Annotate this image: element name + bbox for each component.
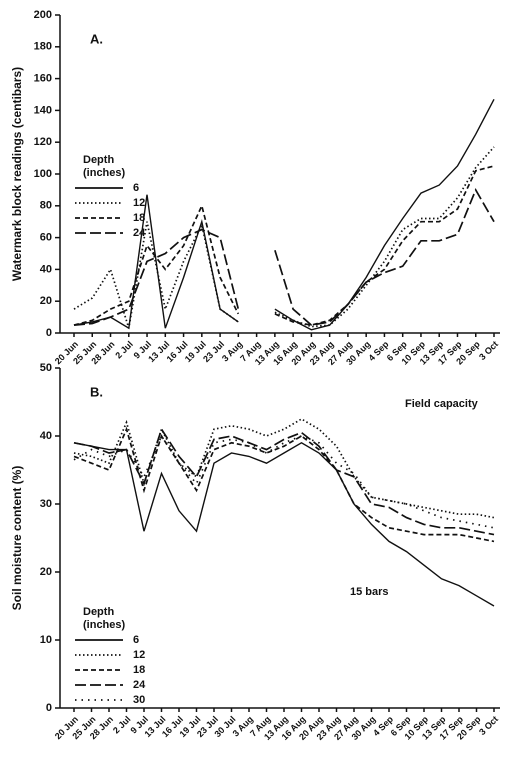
legend-label: 6 bbox=[133, 634, 139, 646]
line-series bbox=[73, 441, 495, 607]
y-tick-label: 120 bbox=[34, 136, 52, 148]
legend-title: Depth bbox=[83, 154, 114, 166]
line-series bbox=[73, 165, 495, 326]
y-tick-label: 10 bbox=[40, 634, 52, 646]
line-series bbox=[73, 427, 495, 536]
line-series bbox=[73, 426, 495, 543]
line-series bbox=[73, 434, 495, 529]
y-tick-label: 20 bbox=[40, 295, 52, 307]
legend-title: (inches) bbox=[83, 619, 126, 631]
line-series bbox=[73, 98, 495, 331]
annotation: Field capacity bbox=[405, 398, 479, 410]
panel-label: B. bbox=[90, 384, 103, 399]
y-tick-label: 80 bbox=[40, 200, 52, 212]
legend-label: 12 bbox=[133, 649, 145, 661]
line-series bbox=[73, 187, 495, 327]
y-tick-label: 180 bbox=[34, 41, 52, 53]
y-tick-label: 30 bbox=[40, 498, 52, 510]
y-tick-label: 200 bbox=[34, 9, 52, 21]
legend-label: 24 bbox=[133, 679, 146, 691]
y-tick-label: 50 bbox=[40, 362, 52, 374]
x-tick-label: 23 Jul bbox=[201, 339, 226, 364]
x-tick-label: 2 Jul bbox=[113, 339, 135, 361]
y-tick-label: 0 bbox=[46, 702, 52, 714]
x-tick-label: 3 Oct bbox=[477, 339, 500, 362]
legend-label: 6 bbox=[133, 182, 139, 194]
y-axis-label: Soil moisture content (%) bbox=[10, 466, 24, 611]
legend-label: 30 bbox=[133, 694, 145, 706]
y-axis-label: Watermark block readings (centibars) bbox=[10, 67, 24, 281]
x-tick-label: 3 Oct bbox=[477, 714, 500, 737]
legend-label: 24 bbox=[133, 227, 146, 239]
legend-title: (inches) bbox=[83, 167, 126, 179]
y-tick-label: 40 bbox=[40, 430, 52, 442]
y-tick-label: 160 bbox=[34, 73, 52, 85]
legend-title: Depth bbox=[83, 606, 114, 618]
line-series bbox=[73, 146, 495, 329]
legend-label: 12 bbox=[133, 197, 145, 209]
legend-label: 18 bbox=[133, 212, 145, 224]
y-tick-label: 0 bbox=[46, 327, 52, 339]
y-tick-label: 60 bbox=[40, 232, 52, 244]
y-tick-label: 100 bbox=[34, 168, 52, 180]
panel-label: A. bbox=[90, 31, 103, 46]
x-tick-label: 2 Jul bbox=[111, 714, 133, 736]
annotation: 15 bars bbox=[350, 586, 389, 598]
y-tick-label: 20 bbox=[40, 566, 52, 578]
y-tick-label: 40 bbox=[40, 263, 52, 275]
y-tick-label: 140 bbox=[34, 104, 52, 116]
legend-label: 18 bbox=[133, 664, 145, 676]
